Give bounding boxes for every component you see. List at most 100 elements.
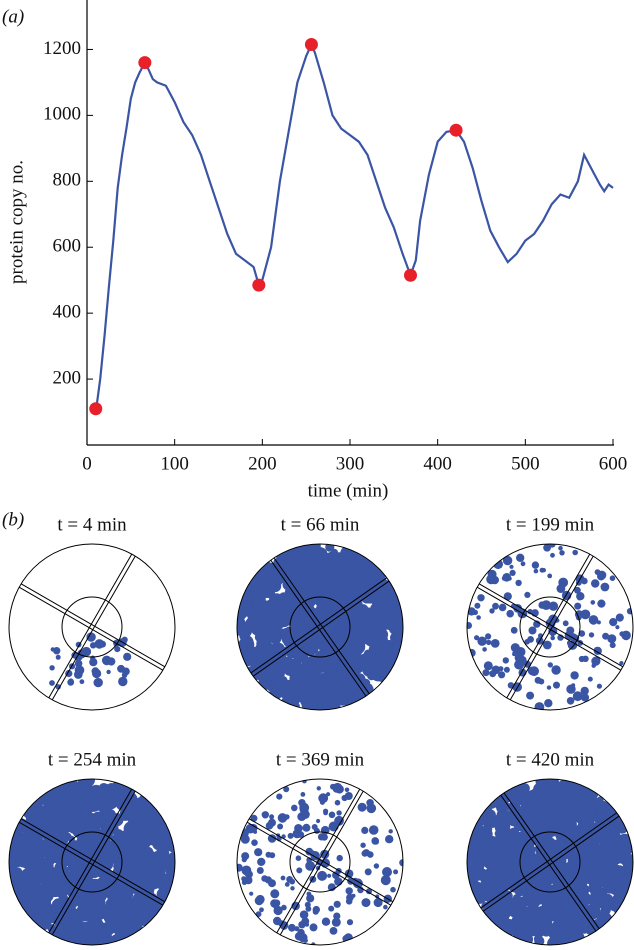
cell-blob [255,651,264,660]
cell-blob [334,677,346,689]
cell-blob [270,899,279,908]
cell-blob [68,678,74,684]
cell-blob [571,683,576,688]
cell-blob [277,823,284,830]
cell-blob [561,866,571,876]
cell-blob [244,870,253,879]
cell-blob [111,924,120,934]
cell-blob [586,803,594,811]
cell-blob [562,620,569,627]
cell-blob [92,668,102,679]
cell-blob [367,580,374,587]
cell-blob [514,653,524,663]
snapshot-title: t = 4 min [57,514,127,535]
cell-blob [574,586,581,594]
cell-blob [509,564,514,569]
cell-blob [491,902,504,916]
cell-blob [485,633,492,640]
spindle-line [51,790,136,936]
cell-blob [269,672,280,682]
cell-blob [84,831,100,848]
cell-blob [378,657,390,669]
cell-blob [281,904,287,911]
cell-blob [367,851,374,858]
cell-blob [604,830,612,837]
cell-blob [519,882,531,894]
cell-blob [482,669,490,677]
cell-blob [345,887,353,895]
cell-blob [269,576,280,587]
cell-blob [538,678,545,685]
cell-blob [358,565,366,573]
cell-blob [42,908,56,922]
cell-blob [341,794,348,802]
cell-blob [69,861,79,871]
spindle-line [482,815,620,912]
y-tick-label: 1200 [43,38,81,59]
cell-blob [373,863,380,869]
cell-blob [320,833,328,841]
highlight-point [138,56,152,70]
cell-blobs [237,544,403,710]
cell-blob [371,569,379,577]
cell-blob [547,797,555,804]
cell-blob [294,824,303,833]
cell-blob [345,684,352,691]
cell-blob [390,602,402,614]
x-tick-label: 600 [599,453,628,474]
cell-blob [117,664,125,673]
cell-blob [295,585,311,602]
cell-blob [280,627,295,643]
cell-blob [305,861,315,871]
cell-blob [357,605,366,614]
cell-blob [498,666,504,672]
inner-ring [289,831,351,893]
cell-blob [510,643,520,653]
cell-blob [605,873,622,889]
cell-blob [249,891,254,896]
cell-blob [290,886,295,891]
snapshot-title: t = 66 min [281,514,360,535]
cell-blob [42,860,54,871]
cell-blob [327,883,336,892]
cell-blob [361,661,371,671]
cell-blob [559,550,565,556]
cell-blob [609,575,616,581]
cell-blob [509,858,521,870]
cell-blob [287,832,294,839]
cell-blob [301,656,312,667]
cell-blob [281,659,295,672]
cell-blob [334,877,343,886]
cell-blob [336,810,342,816]
cell-blob [291,570,305,585]
spindle-line [503,792,600,930]
cell-blob [297,812,307,821]
cell-blob [309,923,318,932]
cell-blob [84,846,98,860]
cell-blob [261,560,272,571]
cell-blob [528,626,537,635]
cell-blob [67,882,76,891]
x-tick-label: 100 [160,453,189,474]
cell-blob [527,636,534,643]
cell-blob [70,928,84,941]
cell-blob [337,695,348,706]
spindle-line [48,553,133,699]
cell-blob [329,927,338,935]
cell-blob [334,799,341,806]
cell-blob [609,642,616,649]
cell-blob [128,879,141,893]
cell-blob [544,699,553,708]
cell-blob [578,630,586,637]
cell-blob [325,560,335,570]
cell-blob [118,676,128,687]
cell-blob [503,592,512,601]
cell-blob [357,802,367,812]
cell-blob [360,842,366,848]
cell-blob [591,656,601,666]
cell-blob [348,668,358,679]
cell-blob [483,661,493,671]
cell-blob [306,544,322,561]
cell-blob [511,896,524,909]
cell-blob [621,630,631,641]
